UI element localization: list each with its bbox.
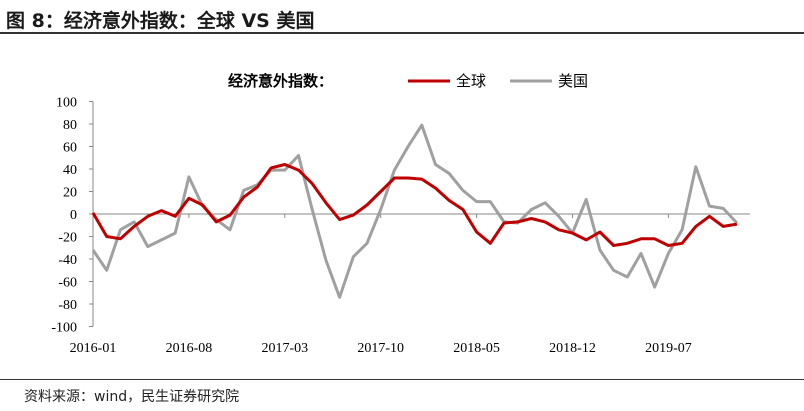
- figure-title: 图 8：经济意外指数：全球 VS 美国: [6, 10, 315, 32]
- y-tick-label: 40: [63, 163, 77, 178]
- y-tick-label: -40: [58, 253, 77, 268]
- x-tick-label: 2016-08: [166, 341, 213, 356]
- legend-title: 经济意外指数：: [228, 72, 333, 90]
- source-note: 资料来源：wind，民生证券研究院: [24, 389, 240, 405]
- x-tick-label: 2017-03: [261, 341, 308, 356]
- footer-divider: [0, 379, 804, 380]
- y-tick-label: -60: [58, 276, 77, 291]
- y-tick-label: -80: [58, 298, 77, 313]
- y-tick-label: -100: [51, 321, 77, 336]
- y-tick-label: 20: [63, 186, 77, 201]
- x-tick-label: 2017-10: [357, 341, 404, 356]
- y-tick-label: -20: [58, 231, 77, 246]
- y-tick-label: 100: [56, 96, 77, 111]
- legend: 经济意外指数： 全球 美国: [228, 72, 588, 90]
- y-tick-label: 0: [70, 208, 77, 223]
- series-line-us: [91, 123, 738, 299]
- x-tick-label: 2016-01: [70, 341, 117, 356]
- title-divider: [0, 32, 804, 34]
- y-tick-label: 80: [63, 118, 77, 133]
- x-tick-label: 2019-07: [645, 341, 692, 356]
- y-tick-label: 60: [63, 141, 77, 156]
- x-tick-label: 2018-05: [453, 341, 500, 356]
- series-line-global: [91, 163, 738, 247]
- x-tick-label: 2018-12: [549, 341, 596, 356]
- legend-label-global: 全球: [456, 72, 486, 90]
- legend-label-us: 美国: [558, 72, 588, 90]
